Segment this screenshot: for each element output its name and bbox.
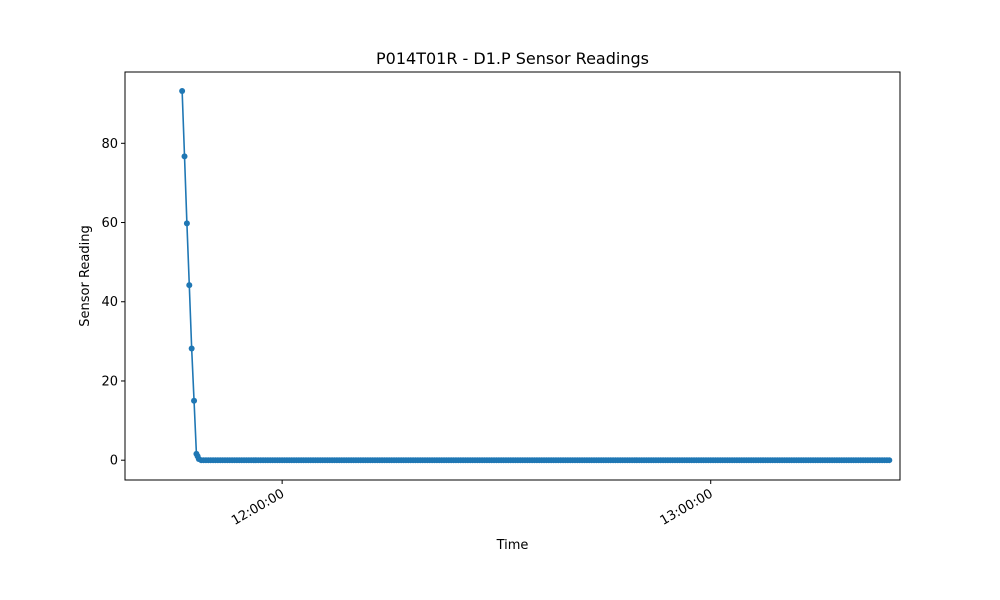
y-tick-label: 40 — [101, 295, 118, 310]
plot-marks — [179, 88, 893, 464]
data-point — [186, 282, 193, 289]
data-point — [181, 153, 188, 160]
x-axis-label: Time — [496, 538, 529, 553]
y-tick-label: 0 — [110, 454, 118, 469]
y-tick-label: 60 — [101, 216, 118, 231]
y-axis: 0 20 40 60 80 — [101, 137, 125, 469]
chart-title: P014T01R - D1.P Sensor Readings — [376, 49, 649, 68]
data-point — [886, 457, 893, 464]
y-tick-label: 80 — [101, 137, 118, 152]
y-axis-label: Sensor Reading — [78, 225, 93, 326]
data-point — [179, 88, 186, 95]
y-tick-label: 20 — [101, 374, 118, 389]
data-point — [188, 345, 195, 352]
data-point — [183, 220, 190, 227]
data-point — [191, 397, 198, 404]
plot-area-frame — [124, 71, 901, 481]
